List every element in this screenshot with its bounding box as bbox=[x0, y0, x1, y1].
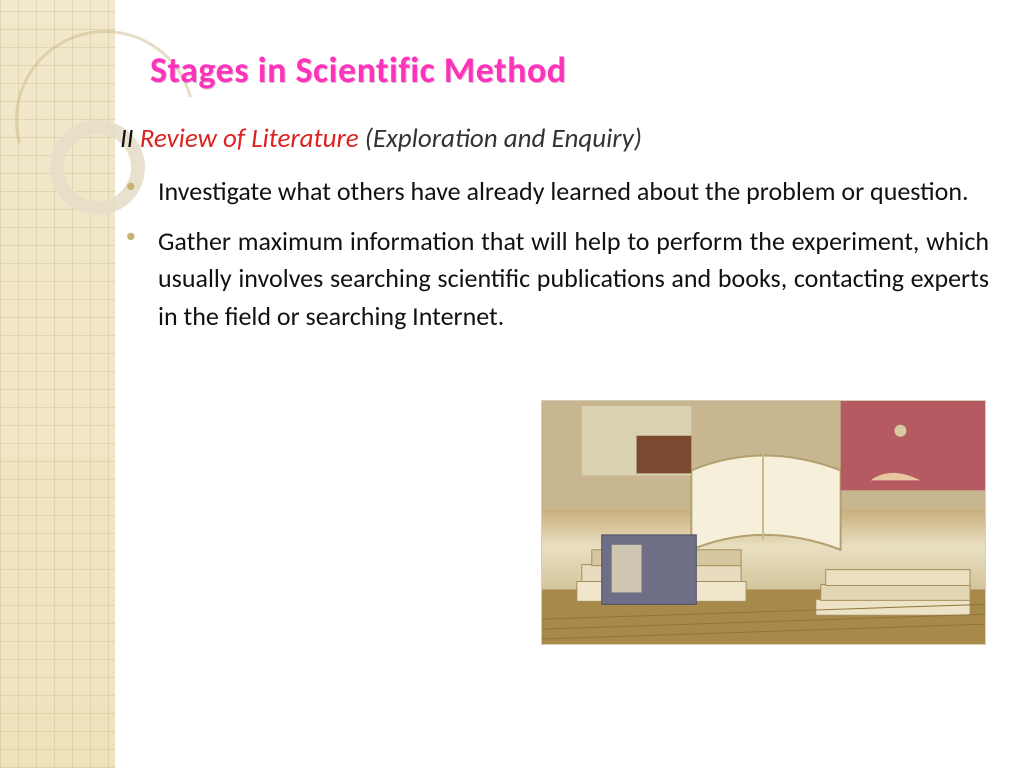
bullet-item: Investigate what others have already lea… bbox=[150, 173, 989, 211]
subtitle-numeral: II bbox=[120, 122, 134, 155]
books-photo bbox=[541, 400, 986, 645]
slide-subtitle: II Review of Literature (Exploration and… bbox=[120, 122, 989, 155]
slide-title: Stages in Scientific Method bbox=[150, 48, 989, 92]
slide-content: Stages in Scientific Method II Review of… bbox=[120, 48, 989, 348]
bullet-list: Investigate what others have already lea… bbox=[120, 173, 989, 336]
subtitle-paren: (Exploration and Enquiry) bbox=[365, 122, 642, 155]
subtitle-main: Review of Literature bbox=[140, 122, 359, 155]
bullet-item: Gather maximum information that will hel… bbox=[150, 223, 989, 336]
